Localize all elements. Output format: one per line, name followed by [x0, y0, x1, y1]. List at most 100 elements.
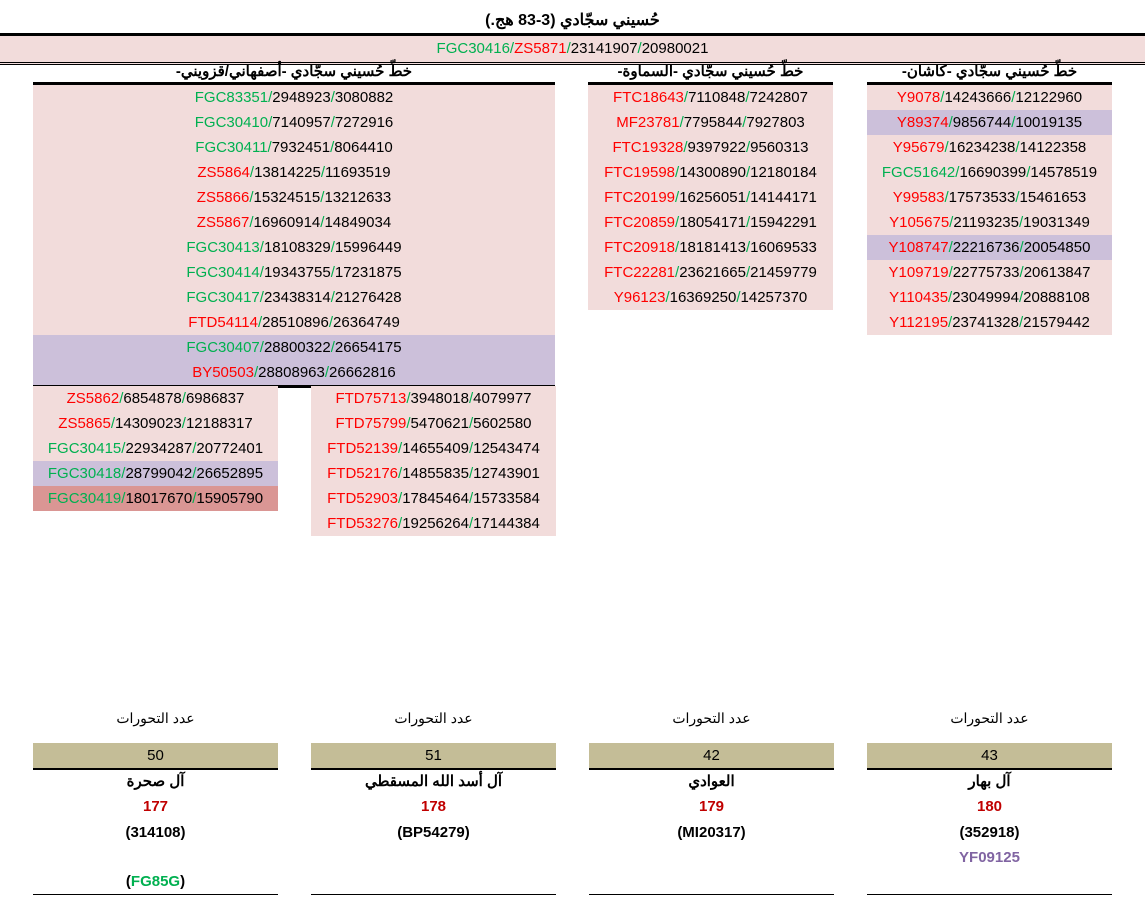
position-b: 26662816 — [329, 364, 396, 381]
position-b: 12122960 — [1015, 89, 1083, 106]
snp-list: ZS5862/6854878/6986837 ZS5865/14309023/12… — [33, 386, 278, 511]
root-pos-a: 23141907 — [570, 40, 638, 57]
separator: / — [259, 289, 264, 306]
snp-name: FTD54114 — [188, 314, 258, 331]
position-a: 7795844 — [683, 114, 743, 131]
position-a: 2948923 — [272, 89, 331, 106]
separator: / — [257, 314, 263, 331]
separator: / — [268, 114, 273, 131]
family-code: (BP54279) — [397, 824, 470, 841]
separator: / — [320, 214, 325, 231]
separator: / — [675, 164, 680, 181]
snp-row: Y89374/9856744/10019135 — [867, 110, 1112, 135]
family-name: العوادي — [688, 773, 735, 790]
footer-divider — [311, 870, 556, 895]
snp-row: FGC30417/23438314/21276428 — [33, 285, 555, 310]
separator: / — [330, 289, 335, 306]
snp-name: BY50503 — [192, 364, 254, 381]
snp-row: ZS5867/16960914/14849034 — [33, 210, 555, 235]
position-a: 21193235 — [953, 214, 1019, 231]
snp-row: Y112195/23741328/21579442 — [867, 310, 1112, 335]
position-b: 12180184 — [750, 164, 817, 181]
snp-name: Y105675 — [889, 214, 950, 231]
position-a: 18181413 — [679, 239, 746, 256]
position-b: 14122358 — [1019, 139, 1087, 156]
position-b: 8064410 — [334, 139, 393, 156]
position-a: 15324515 — [253, 189, 321, 206]
separator: / — [330, 139, 335, 156]
sub-branch-right: FTD75713/3948018/4079977 FTD75799/5470621… — [311, 386, 556, 536]
position-b: 12188317 — [185, 415, 253, 432]
snp-list: FTD75713/3948018/4079977 FTD75799/5470621… — [311, 386, 556, 536]
separator: / — [468, 390, 474, 407]
snp-row: ZS5862/6854878/6986837 — [33, 386, 278, 411]
family-footer: عدد التحورات 50 آل صحرة 177 (314108) (FG85G) — [33, 707, 278, 895]
snp-row: FTD75713/3948018/4079977 — [311, 386, 556, 411]
extra-code-text: YF09125 — [959, 849, 1020, 866]
separator: / — [949, 214, 954, 231]
separator: / — [742, 114, 747, 131]
position-a: 16690399 — [959, 164, 1027, 181]
snp-name: FGC30417 — [186, 289, 260, 306]
separator: / — [736, 289, 741, 306]
position-b: 14578519 — [1030, 164, 1098, 181]
snp-name: Y95679 — [892, 139, 945, 156]
snp-row: MF23781/7795844/7927803 — [588, 110, 833, 135]
separator: / — [745, 239, 751, 256]
separator: / — [249, 189, 254, 206]
branch-header: خطّ حُسيني سجّادي -كاشان- — [867, 62, 1112, 85]
separator: / — [398, 515, 403, 532]
separator: / — [1018, 314, 1024, 331]
snp-row: FTC19598/14300890/12180184 — [588, 160, 833, 185]
snp-name: MF23781 — [616, 114, 680, 131]
position-b: 14144171 — [750, 189, 817, 206]
separator: / — [1019, 264, 1024, 281]
snp-name: FGC30418 — [47, 465, 122, 482]
sub-branch-left: ZS5862/6854878/6986837 ZS5865/14309023/12… — [33, 386, 278, 511]
family-code: (MI20317) — [677, 824, 746, 841]
snp-name: FTD75713 — [335, 390, 407, 407]
separator: / — [181, 415, 186, 432]
snp-row: Y110435/23049994/20888108 — [867, 285, 1112, 310]
position-b: 20613847 — [1023, 264, 1091, 281]
mutation-count-label: عدد التحورات — [672, 710, 751, 726]
position-a: 16256051 — [679, 189, 746, 206]
separator: / — [268, 89, 273, 106]
family-footer: عدد التحورات 51 آل أسد الله المسقطي 178 (BP5… — [311, 707, 556, 895]
position-a: 14309023 — [115, 415, 182, 432]
snp-row: ZS5865/14309023/12188317 — [33, 411, 278, 436]
position-a: 28510896 — [262, 314, 329, 331]
separator: / — [192, 440, 197, 457]
snp-row: FTC19328/9397922/9560313 — [588, 135, 833, 160]
position-a: 7110848 — [688, 89, 746, 106]
position-b: 5602580 — [473, 415, 532, 432]
snp-name: FTC20859 — [604, 214, 676, 231]
position-a: 17573533 — [948, 189, 1016, 206]
separator: / — [398, 465, 403, 482]
position-a: 14855835 — [402, 465, 469, 482]
footer-divider — [867, 870, 1112, 895]
position-b: 21276428 — [334, 289, 402, 306]
position-b: 12543474 — [473, 440, 540, 457]
extra-code-text: FG85G — [130, 873, 181, 890]
snp-name: FGC30414 — [186, 264, 260, 281]
snp-name: FTC22281 — [604, 264, 676, 281]
family-code: (314108) — [125, 824, 186, 841]
branch-kashan: خطّ حُسيني سجّادي -كاشان- Y9078/14243666… — [867, 62, 1112, 335]
position-b: 10019135 — [1015, 114, 1083, 131]
position-a: 22775733 — [952, 264, 1020, 281]
position-b: 14849034 — [324, 214, 392, 231]
position-a: 16234238 — [948, 139, 1016, 156]
snp-name: FGC51642 — [881, 164, 956, 181]
position-a: 22216736 — [952, 239, 1020, 256]
position-b: 7927803 — [746, 114, 805, 131]
snp-row: Y108747/22216736/20054850 — [867, 235, 1112, 260]
mutation-count-label: عدد التحورات — [394, 710, 473, 726]
separator: / — [1018, 214, 1024, 231]
snp-row: FTC20859/18054171/15942291 — [588, 210, 833, 235]
branch-isfahani: خطّ حُسيني سجّادي -أصفهاني/قزويني- FGC83… — [33, 62, 555, 388]
separator: / — [675, 239, 680, 256]
position-b: 12743901 — [473, 465, 540, 482]
separator: / — [468, 490, 474, 507]
